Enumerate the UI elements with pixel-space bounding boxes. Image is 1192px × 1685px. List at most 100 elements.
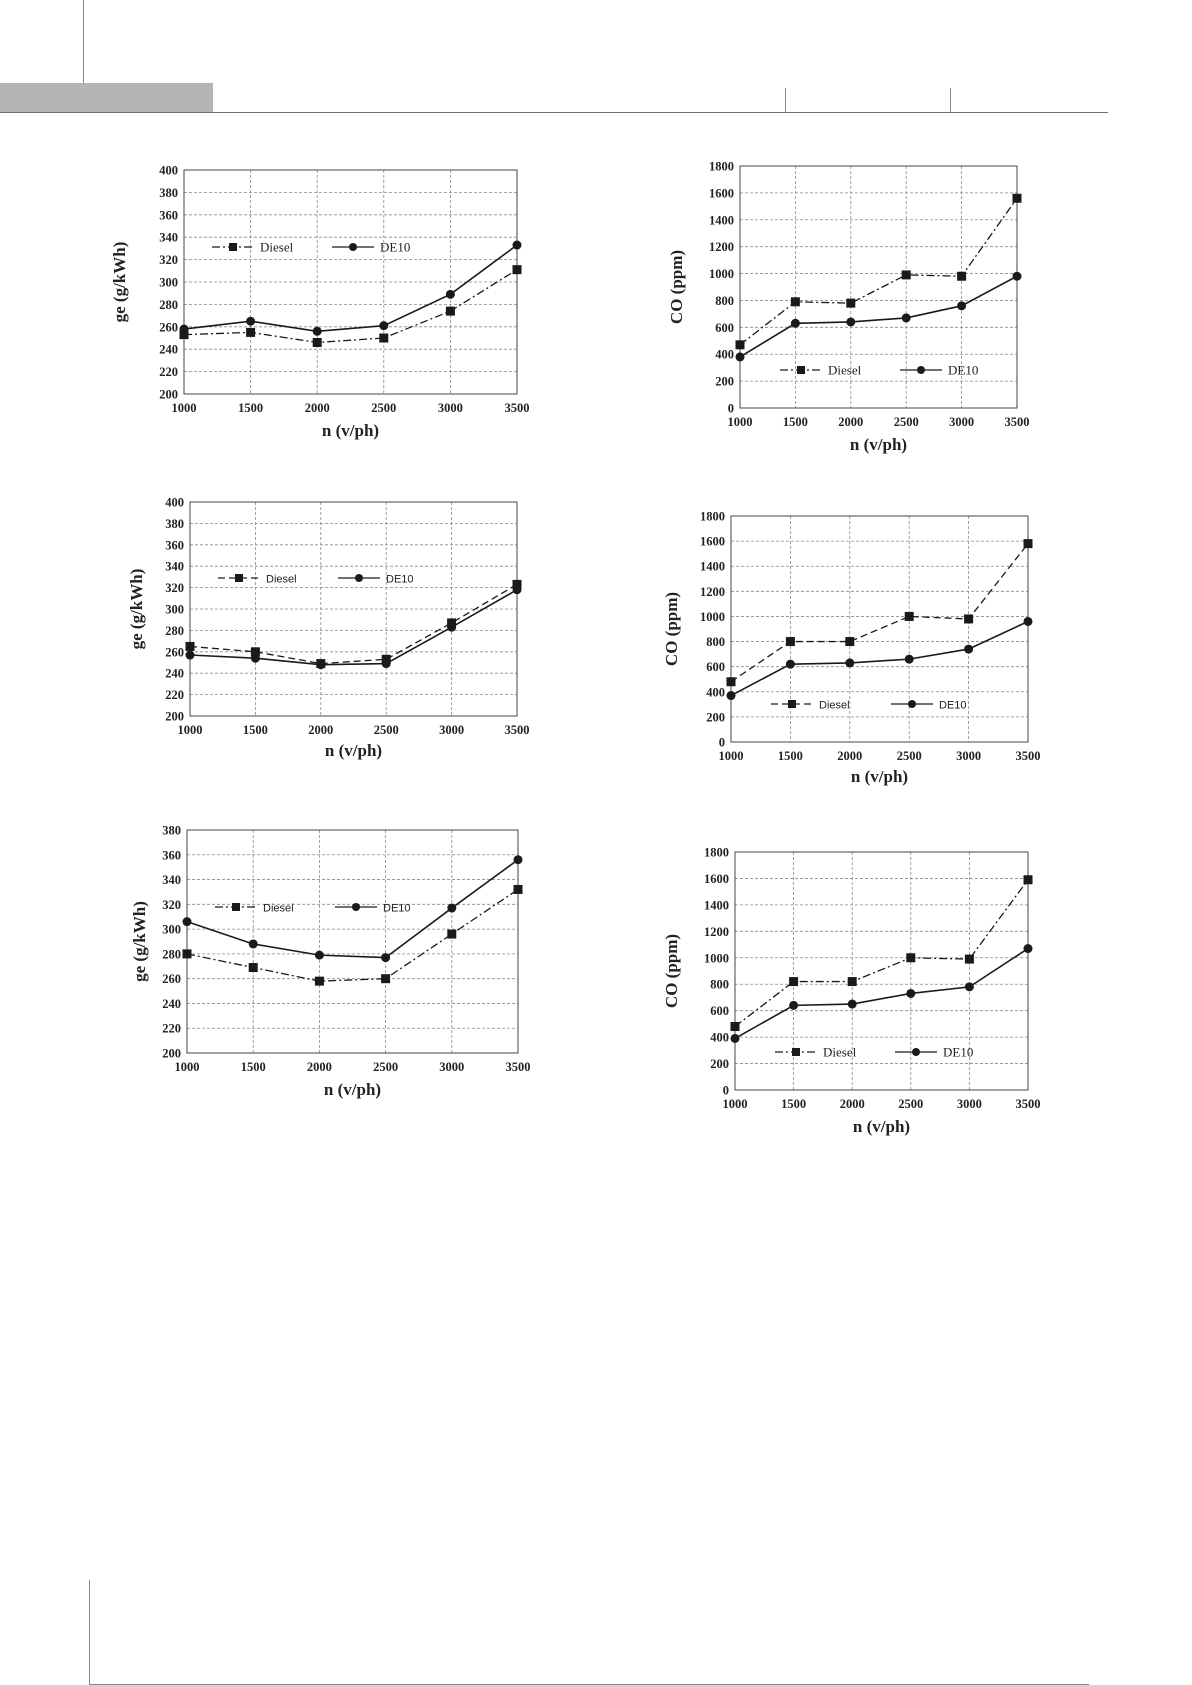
x-tick-label: 1500 — [238, 401, 263, 415]
data-point-diesel — [1023, 875, 1033, 885]
y-tick-label: 400 — [165, 496, 184, 510]
x-tick-label: 3000 — [957, 1097, 982, 1111]
data-point-de10 — [248, 939, 258, 949]
y-tick-label: 1200 — [704, 925, 729, 939]
y-tick-label: 340 — [165, 560, 184, 574]
y-tick-label: 800 — [706, 635, 725, 649]
legend-marker-de10 — [355, 574, 363, 582]
y-tick-label: 300 — [162, 923, 181, 937]
data-point-de10 — [906, 988, 916, 998]
y-tick-label: 1800 — [709, 160, 734, 174]
y-tick-label: 340 — [159, 231, 178, 245]
plot-frame — [189, 501, 518, 717]
legend-label-de10: DE10 — [948, 363, 978, 378]
y-axis-label: CO (ppm) — [662, 934, 681, 1008]
data-point-de10 — [726, 691, 736, 701]
data-point-diesel — [790, 297, 800, 307]
plot-frame — [183, 169, 518, 395]
y-axis-label: ge (g/kWh) — [130, 901, 149, 982]
x-tick-label: 1500 — [778, 749, 803, 763]
y-tick-label: 1400 — [709, 213, 734, 227]
series-line-de10 — [730, 620, 1029, 697]
legend-label-de10: DE10 — [943, 1045, 973, 1060]
y-tick-label: 200 — [710, 1057, 729, 1071]
series-line-diesel — [183, 269, 518, 344]
legend: Diesel DE10 — [775, 1045, 973, 1060]
legend-marker-diesel — [229, 243, 237, 251]
x-tick-label: 2000 — [837, 749, 862, 763]
legend-marker-diesel — [235, 574, 243, 582]
x-tick-label: 2000 — [840, 1097, 865, 1111]
x-tick-label: 1500 — [783, 415, 808, 429]
series-line-de10 — [739, 275, 1018, 358]
x-axis-label: n (v/ph) — [850, 435, 907, 454]
header-divider-1 — [785, 88, 786, 112]
y-tick-label: 400 — [706, 685, 725, 699]
data-point-de10 — [381, 659, 391, 669]
header-divider-2 — [950, 88, 951, 112]
data-point-de10 — [845, 658, 855, 668]
series-line-diesel — [739, 197, 1018, 346]
data-point-diesel — [735, 340, 745, 350]
data-point-diesel — [1012, 193, 1022, 203]
y-tick-label: 0 — [719, 736, 725, 750]
x-tick-label: 3000 — [949, 415, 974, 429]
y-tick-label: 320 — [165, 581, 184, 595]
legend-marker-diesel — [788, 700, 796, 708]
y-tick-label: 400 — [715, 348, 734, 362]
data-point-diesel — [964, 614, 974, 624]
legend-label-de10: DE10 — [386, 574, 414, 586]
y-tick-label: 380 — [162, 824, 181, 838]
header-vertical-rule-left — [83, 0, 84, 83]
x-tick-label: 1500 — [781, 1097, 806, 1111]
x-tick-label: 3500 — [1005, 415, 1030, 429]
legend-marker-de10 — [349, 243, 357, 251]
y-tick-label: 1200 — [700, 585, 725, 599]
series-line-de10 — [183, 244, 518, 333]
y-tick-label: 220 — [159, 365, 178, 379]
x-tick-label: 1000 — [728, 415, 753, 429]
data-point-de10 — [789, 1000, 799, 1010]
y-tick-label: 240 — [162, 997, 181, 1011]
chart-ge-3: 200 220 240 260 280 300 320 340 360 380 1000 1500 20… — [130, 824, 531, 1100]
legend-marker-de10 — [912, 1048, 920, 1056]
x-tick-label: 3500 — [1016, 1097, 1041, 1111]
data-point-de10 — [735, 352, 745, 362]
data-point-diesel — [730, 1022, 740, 1032]
data-point-diesel — [957, 271, 967, 281]
y-tick-label: 240 — [165, 667, 184, 681]
data-point-de10 — [185, 650, 195, 660]
x-tick-label: 2500 — [374, 723, 399, 737]
legend: Diesel DE10 — [771, 700, 967, 712]
y-tick-label: 280 — [165, 624, 184, 638]
y-tick-label: 1400 — [704, 898, 729, 912]
x-tick-label: 1000 — [723, 1097, 748, 1111]
x-tick-label: 3500 — [506, 1060, 531, 1074]
data-point-de10 — [512, 585, 522, 595]
y-tick-label: 1800 — [700, 510, 725, 524]
y-tick-label: 1000 — [709, 267, 734, 281]
data-point-diesel — [312, 337, 322, 347]
data-point-de10 — [964, 644, 974, 654]
data-point-de10 — [964, 982, 974, 992]
y-tick-label: 200 — [162, 1047, 181, 1061]
y-tick-label: 360 — [165, 538, 184, 552]
y-tick-label: 400 — [159, 164, 178, 178]
x-axis-label: n (v/ph) — [853, 1117, 910, 1136]
data-point-de10 — [312, 326, 322, 336]
data-point-diesel — [906, 953, 916, 963]
legend-label-diesel: Diesel — [823, 1045, 857, 1060]
chart-co-2: 0 200 400 600 800 1000 1200 1400 1600 1800 1000 150… — [662, 510, 1041, 787]
series-line-de10 — [734, 947, 1029, 1040]
data-point-de10 — [957, 301, 967, 311]
legend-marker-diesel — [232, 903, 240, 911]
chart-ge-1: 200 220 240 260 280 300 320 340 360 380 400 1000 150… — [110, 164, 530, 441]
legend-label-de10: DE10 — [383, 903, 411, 915]
legend-label-diesel: Diesel — [260, 240, 294, 255]
footer-vertical-rule — [89, 1580, 90, 1685]
y-tick-label: 200 — [159, 388, 178, 402]
y-tick-label: 1600 — [700, 535, 725, 549]
header-tab — [0, 83, 213, 113]
x-tick-label: 2000 — [308, 723, 333, 737]
data-point-diesel — [185, 641, 195, 651]
